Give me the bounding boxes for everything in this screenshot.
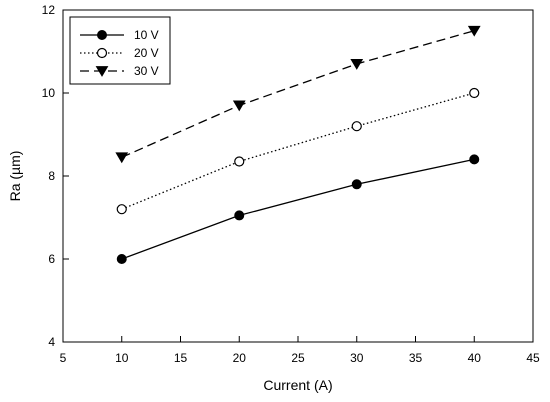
x-tick-label: 40 (468, 351, 482, 365)
x-tick-label: 20 (233, 351, 247, 365)
y-tick-label: 4 (48, 335, 55, 349)
y-tick-label: 8 (48, 169, 55, 183)
data-point (116, 254, 127, 264)
series-0 (116, 154, 480, 264)
y-tick-label: 6 (48, 252, 55, 266)
data-point (232, 100, 246, 112)
data-point (115, 152, 129, 164)
series-line (121, 158, 475, 260)
legend-item: 30 V (80, 64, 159, 78)
legend-marker (97, 30, 107, 40)
legend-marker (96, 47, 108, 59)
x-tick-label: 10 (115, 351, 129, 365)
x-axis: 5 10 15 20 25 30 35 40 45 (60, 336, 540, 365)
data-point (351, 121, 362, 132)
legend-marker (95, 66, 109, 77)
legend-label: 10 V (134, 28, 159, 42)
legend-box (69, 16, 171, 85)
legend-item: 10 V (80, 28, 159, 42)
x-tick-label: 35 (409, 351, 423, 365)
data-point (351, 179, 362, 190)
data-point (234, 156, 245, 167)
data-point (467, 25, 481, 37)
data-point (234, 210, 245, 221)
x-tick-label: 25 (291, 351, 305, 365)
series-2 (115, 25, 481, 164)
data-point (469, 154, 480, 165)
data-point (116, 204, 127, 215)
x-tick-label: 15 (174, 351, 188, 365)
x-tick-label: 45 (526, 351, 540, 365)
series-1 (116, 87, 480, 215)
series-layer (115, 25, 481, 264)
legend-label: 20 V (134, 46, 159, 60)
y-tick-label: 10 (42, 86, 56, 100)
series-line (121, 92, 475, 210)
y-tick-label: 12 (42, 3, 56, 17)
legend: 10 V 20 V 30 V (69, 16, 171, 85)
x-tick-label: 5 (60, 351, 67, 365)
data-point (469, 87, 480, 99)
legend-item: 20 V (80, 46, 159, 60)
y-axis: 4 6 8 10 12 (42, 3, 69, 349)
x-tick-label: 30 (350, 351, 364, 365)
data-point (350, 59, 364, 70)
x-axis-label: Current (A) (263, 377, 332, 393)
legend-label: 30 V (134, 64, 159, 78)
y-axis-label: Ra (µm) (7, 151, 23, 202)
series-line (121, 30, 475, 158)
